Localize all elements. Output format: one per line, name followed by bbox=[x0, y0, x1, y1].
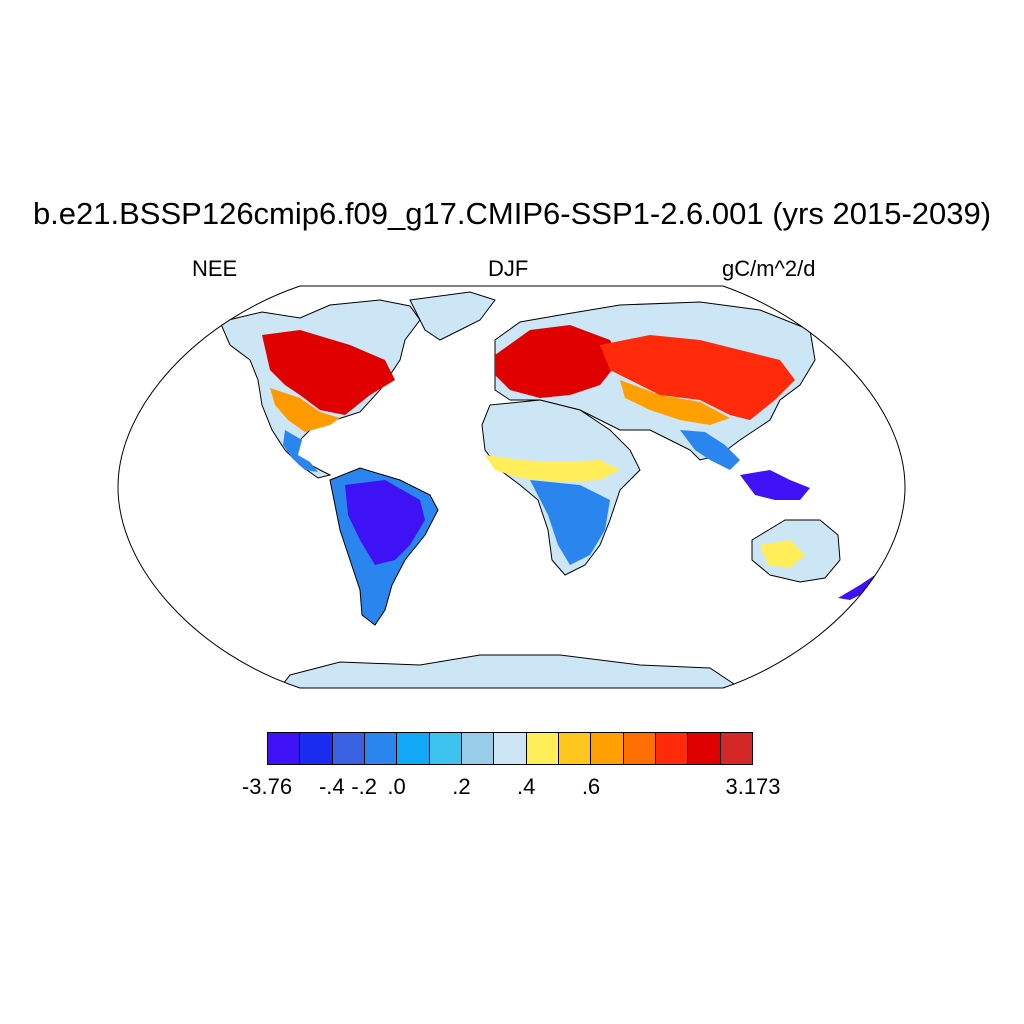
north-america-orange bbox=[270, 388, 340, 432]
colorbar-box bbox=[623, 733, 656, 764]
south-america-deep-blue bbox=[345, 480, 425, 565]
colorbar-tick-label: -.2 bbox=[351, 774, 378, 799]
colorbar-box bbox=[332, 733, 365, 764]
colorbar-box bbox=[720, 733, 752, 764]
south-asia-blue bbox=[680, 430, 740, 470]
asia-red-band bbox=[600, 335, 795, 420]
colorbar bbox=[267, 732, 753, 765]
colorbar-box bbox=[364, 733, 398, 764]
units-label: gC/m^2/d bbox=[722, 256, 816, 281]
colorbar-tick-label: -.4 bbox=[318, 774, 345, 799]
map-title: b.e21.BSSP126cmip6.f09_g17.CMIP6-SSP1-2.… bbox=[32, 196, 992, 231]
colorbar-tick-label: .2 bbox=[452, 774, 471, 799]
colorbar-tick-label: 3.173 bbox=[725, 774, 781, 799]
europe-red bbox=[495, 325, 620, 398]
colorbar-box bbox=[461, 733, 495, 764]
australia-yellow bbox=[760, 540, 805, 568]
africa-central-blue bbox=[530, 480, 610, 565]
colorbar-tick-label: .6 bbox=[581, 774, 601, 799]
colorbar-box bbox=[526, 733, 559, 764]
new-zealand bbox=[838, 575, 875, 600]
colorbar-box bbox=[591, 733, 624, 764]
colorbar-box bbox=[268, 733, 301, 764]
north-america-red bbox=[262, 330, 395, 415]
maritime-blue bbox=[740, 470, 810, 500]
colorbar-tick-label: .4 bbox=[517, 774, 536, 799]
asia-orange-band bbox=[620, 380, 730, 425]
greenland bbox=[409, 291, 496, 341]
colorbar-box bbox=[655, 733, 689, 764]
colorbar-tick-label: .0 bbox=[387, 774, 406, 799]
africa-sahel-yellow bbox=[485, 455, 620, 482]
map-content bbox=[219, 291, 875, 688]
colorbar-box bbox=[688, 733, 721, 764]
colorbar-tick-label: -3.76 bbox=[241, 774, 293, 799]
colorbar-box bbox=[397, 733, 430, 764]
colorbar-box bbox=[558, 733, 592, 764]
antarctica bbox=[278, 654, 742, 688]
map-border bbox=[117, 285, 906, 689]
variable-label: NEE bbox=[192, 256, 238, 281]
season-label: DJF bbox=[488, 256, 529, 281]
colorbar-box bbox=[494, 733, 527, 764]
colorbar-box bbox=[429, 733, 462, 764]
colorbar-box bbox=[300, 733, 333, 764]
central-america-blue bbox=[283, 430, 318, 472]
